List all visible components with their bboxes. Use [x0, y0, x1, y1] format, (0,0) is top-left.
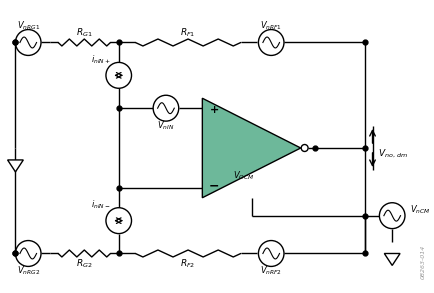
Text: $V_{no,\,dm}$: $V_{no,\,dm}$	[378, 148, 408, 160]
Circle shape	[106, 62, 131, 88]
Polygon shape	[7, 160, 23, 172]
Text: 08263-014: 08263-014	[420, 245, 424, 279]
Circle shape	[300, 144, 307, 151]
Text: $R_{F2}$: $R_{F2}$	[180, 257, 195, 270]
Circle shape	[378, 203, 404, 229]
Text: $i_{nIN+}$: $i_{nIN+}$	[91, 53, 111, 66]
Text: $V_{nIN}$: $V_{nIN}$	[157, 120, 174, 132]
Circle shape	[153, 95, 178, 121]
Text: $V_{nCM}$: $V_{nCM}$	[409, 203, 429, 216]
Text: $R_{F1}$: $R_{F1}$	[180, 26, 195, 39]
Circle shape	[16, 30, 41, 55]
Circle shape	[258, 241, 283, 266]
Text: $V_{OCM}$: $V_{OCM}$	[233, 170, 254, 182]
Text: −: −	[208, 179, 219, 192]
Text: $V_{nRF2}$: $V_{nRF2}$	[260, 264, 282, 277]
Text: $V_{nRG1}$: $V_{nRG1}$	[16, 19, 40, 32]
Text: $i_{nIN-}$: $i_{nIN-}$	[91, 198, 111, 211]
Text: $R_{G2}$: $R_{G2}$	[76, 257, 92, 270]
Text: +: +	[209, 105, 218, 115]
Polygon shape	[383, 253, 399, 265]
Circle shape	[258, 30, 283, 55]
Text: $R_{G1}$: $R_{G1}$	[76, 26, 92, 39]
Circle shape	[106, 208, 131, 234]
Circle shape	[16, 241, 41, 266]
Polygon shape	[202, 98, 300, 198]
Text: $V_{nRF1}$: $V_{nRF1}$	[260, 19, 282, 32]
Text: $V_{nRG2}$: $V_{nRG2}$	[16, 264, 40, 277]
